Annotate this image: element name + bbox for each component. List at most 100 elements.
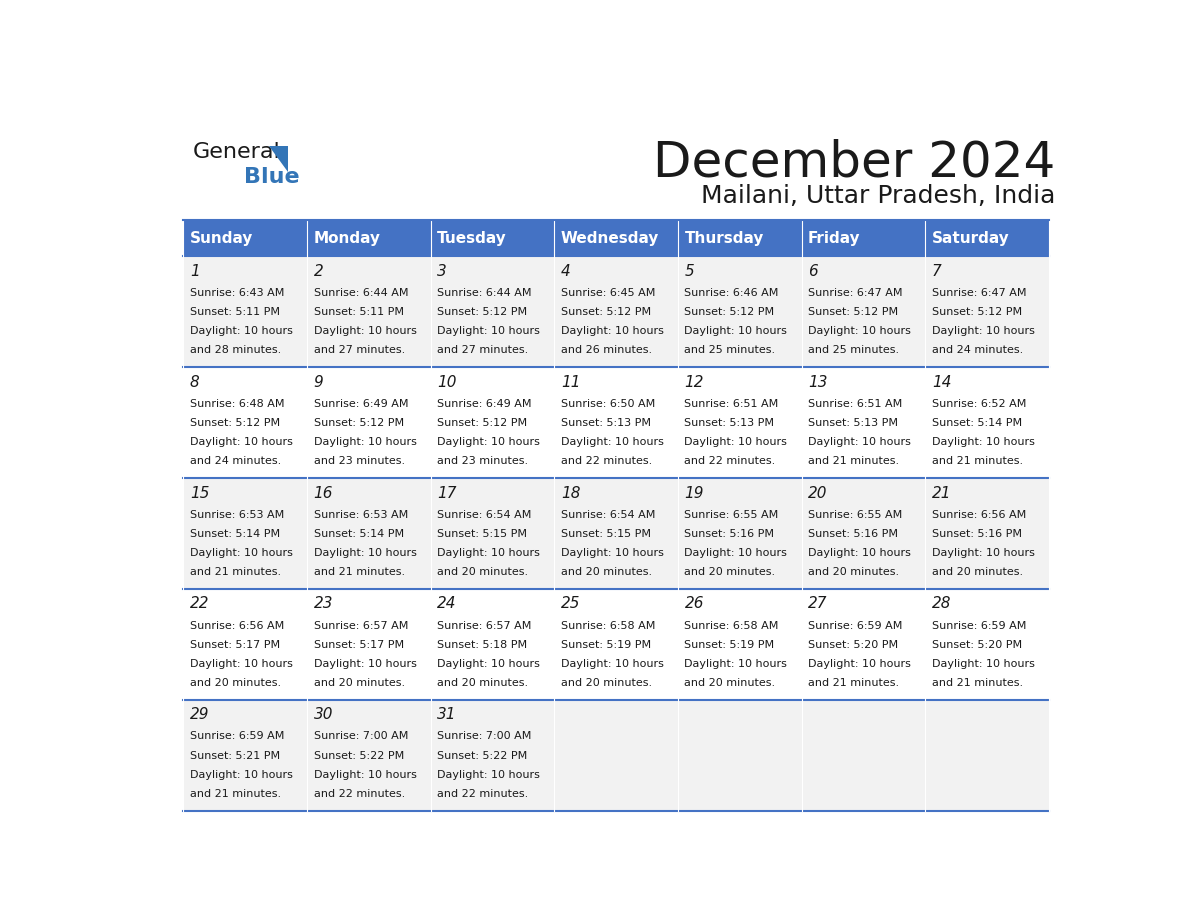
Text: 23: 23: [314, 597, 333, 611]
FancyBboxPatch shape: [925, 700, 1049, 812]
Text: Sunrise: 6:47 AM: Sunrise: 6:47 AM: [808, 287, 903, 297]
Text: Sunset: 5:14 PM: Sunset: 5:14 PM: [314, 529, 404, 539]
Text: 26: 26: [684, 597, 704, 611]
Text: and 21 minutes.: and 21 minutes.: [808, 677, 899, 688]
Text: Sunset: 5:22 PM: Sunset: 5:22 PM: [437, 751, 527, 761]
Text: Daylight: 10 hours: Daylight: 10 hours: [931, 548, 1035, 558]
FancyBboxPatch shape: [925, 478, 1049, 589]
Text: Sunrise: 6:57 AM: Sunrise: 6:57 AM: [314, 621, 407, 631]
FancyBboxPatch shape: [308, 256, 431, 367]
FancyBboxPatch shape: [308, 589, 431, 700]
Text: Sunset: 5:17 PM: Sunset: 5:17 PM: [314, 640, 404, 650]
Text: Tuesday: Tuesday: [437, 230, 507, 246]
Text: Daylight: 10 hours: Daylight: 10 hours: [808, 548, 911, 558]
Text: Daylight: 10 hours: Daylight: 10 hours: [561, 548, 664, 558]
FancyBboxPatch shape: [431, 367, 555, 478]
Text: 29: 29: [190, 708, 209, 722]
Text: and 27 minutes.: and 27 minutes.: [314, 345, 405, 355]
Text: Sunset: 5:12 PM: Sunset: 5:12 PM: [561, 307, 651, 317]
FancyBboxPatch shape: [308, 219, 431, 256]
Text: Daylight: 10 hours: Daylight: 10 hours: [808, 437, 911, 447]
Text: Daylight: 10 hours: Daylight: 10 hours: [684, 437, 788, 447]
Text: Daylight: 10 hours: Daylight: 10 hours: [190, 548, 292, 558]
Text: and 20 minutes.: and 20 minutes.: [808, 566, 899, 577]
Text: 1: 1: [190, 263, 200, 278]
Text: Sunday: Sunday: [190, 230, 253, 246]
Text: and 20 minutes.: and 20 minutes.: [561, 566, 652, 577]
FancyBboxPatch shape: [555, 256, 678, 367]
Text: and 24 minutes.: and 24 minutes.: [931, 345, 1023, 355]
Text: Daylight: 10 hours: Daylight: 10 hours: [684, 548, 788, 558]
Text: Daylight: 10 hours: Daylight: 10 hours: [314, 659, 417, 668]
Text: Daylight: 10 hours: Daylight: 10 hours: [314, 326, 417, 336]
FancyBboxPatch shape: [555, 219, 678, 256]
FancyBboxPatch shape: [678, 367, 802, 478]
Text: Monday: Monday: [314, 230, 380, 246]
Text: Daylight: 10 hours: Daylight: 10 hours: [190, 437, 292, 447]
FancyBboxPatch shape: [183, 367, 308, 478]
Text: Daylight: 10 hours: Daylight: 10 hours: [561, 437, 664, 447]
Text: and 26 minutes.: and 26 minutes.: [561, 345, 652, 355]
Text: and 28 minutes.: and 28 minutes.: [190, 345, 282, 355]
Text: and 25 minutes.: and 25 minutes.: [684, 345, 776, 355]
Text: Daylight: 10 hours: Daylight: 10 hours: [437, 659, 541, 668]
FancyBboxPatch shape: [925, 256, 1049, 367]
Text: 14: 14: [931, 375, 952, 389]
Text: Sunrise: 6:56 AM: Sunrise: 6:56 AM: [931, 509, 1026, 520]
Text: December 2024: December 2024: [653, 139, 1055, 186]
Text: Daylight: 10 hours: Daylight: 10 hours: [314, 769, 417, 779]
FancyBboxPatch shape: [802, 367, 925, 478]
Text: 10: 10: [437, 375, 456, 389]
Text: and 22 minutes.: and 22 minutes.: [684, 456, 776, 465]
Text: Daylight: 10 hours: Daylight: 10 hours: [931, 326, 1035, 336]
Text: Sunrise: 7:00 AM: Sunrise: 7:00 AM: [314, 732, 407, 742]
FancyBboxPatch shape: [678, 256, 802, 367]
Text: Daylight: 10 hours: Daylight: 10 hours: [684, 326, 788, 336]
Text: 27: 27: [808, 597, 828, 611]
Text: Sunset: 5:12 PM: Sunset: 5:12 PM: [931, 307, 1022, 317]
FancyBboxPatch shape: [678, 478, 802, 589]
Text: Daylight: 10 hours: Daylight: 10 hours: [931, 659, 1035, 668]
FancyBboxPatch shape: [183, 700, 308, 812]
Text: 6: 6: [808, 263, 817, 278]
Text: Sunrise: 6:49 AM: Sunrise: 6:49 AM: [437, 398, 532, 409]
Text: 2: 2: [314, 263, 323, 278]
Text: 4: 4: [561, 263, 570, 278]
Text: Sunrise: 6:53 AM: Sunrise: 6:53 AM: [314, 509, 407, 520]
Text: Sunset: 5:13 PM: Sunset: 5:13 PM: [561, 418, 651, 428]
FancyBboxPatch shape: [925, 589, 1049, 700]
Text: 22: 22: [190, 597, 209, 611]
Text: 19: 19: [684, 486, 704, 500]
Text: Sunset: 5:11 PM: Sunset: 5:11 PM: [190, 307, 280, 317]
Text: Sunrise: 6:57 AM: Sunrise: 6:57 AM: [437, 621, 531, 631]
Text: and 22 minutes.: and 22 minutes.: [314, 789, 405, 799]
Text: Daylight: 10 hours: Daylight: 10 hours: [684, 659, 788, 668]
FancyBboxPatch shape: [802, 219, 925, 256]
Text: Sunrise: 6:49 AM: Sunrise: 6:49 AM: [314, 398, 407, 409]
Text: and 21 minutes.: and 21 minutes.: [314, 566, 405, 577]
Text: and 20 minutes.: and 20 minutes.: [437, 566, 529, 577]
Text: Daylight: 10 hours: Daylight: 10 hours: [314, 548, 417, 558]
Text: Sunrise: 6:43 AM: Sunrise: 6:43 AM: [190, 287, 284, 297]
Text: Sunrise: 6:50 AM: Sunrise: 6:50 AM: [561, 398, 655, 409]
Text: Sunset: 5:22 PM: Sunset: 5:22 PM: [314, 751, 404, 761]
Text: 5: 5: [684, 263, 694, 278]
Text: Sunrise: 6:45 AM: Sunrise: 6:45 AM: [561, 287, 656, 297]
Text: Sunset: 5:16 PM: Sunset: 5:16 PM: [808, 529, 898, 539]
Text: Sunrise: 6:58 AM: Sunrise: 6:58 AM: [684, 621, 779, 631]
FancyBboxPatch shape: [183, 219, 308, 256]
Text: Daylight: 10 hours: Daylight: 10 hours: [561, 659, 664, 668]
Text: Daylight: 10 hours: Daylight: 10 hours: [561, 326, 664, 336]
Text: 20: 20: [808, 486, 828, 500]
Text: Sunset: 5:12 PM: Sunset: 5:12 PM: [684, 307, 775, 317]
Text: 9: 9: [314, 375, 323, 389]
Text: Daylight: 10 hours: Daylight: 10 hours: [190, 659, 292, 668]
Text: and 20 minutes.: and 20 minutes.: [684, 566, 776, 577]
Text: Sunrise: 6:59 AM: Sunrise: 6:59 AM: [190, 732, 284, 742]
Text: Sunset: 5:20 PM: Sunset: 5:20 PM: [808, 640, 898, 650]
FancyBboxPatch shape: [678, 700, 802, 812]
Text: Daylight: 10 hours: Daylight: 10 hours: [808, 659, 911, 668]
Text: 21: 21: [931, 486, 952, 500]
Text: and 24 minutes.: and 24 minutes.: [190, 456, 282, 465]
Text: Sunset: 5:11 PM: Sunset: 5:11 PM: [314, 307, 404, 317]
